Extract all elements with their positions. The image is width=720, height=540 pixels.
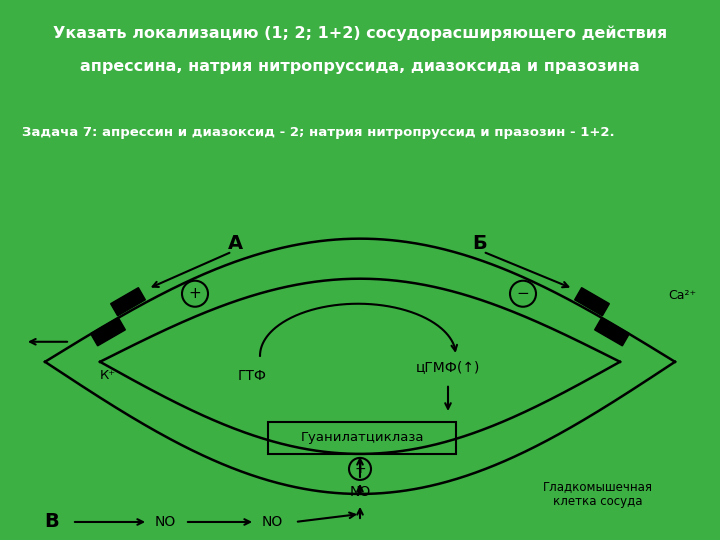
Text: NO: NO (349, 485, 371, 499)
Text: +: + (354, 462, 366, 476)
Bar (575, 288, 609, 316)
Text: +: + (189, 286, 202, 301)
Text: В: В (45, 512, 59, 531)
Bar (91, 318, 125, 346)
Text: NO: NO (154, 515, 176, 529)
Text: Гладкомышечная
клетка сосуда: Гладкомышечная клетка сосуда (543, 480, 653, 508)
Text: цГМФ(↑): цГМФ(↑) (416, 360, 480, 374)
Bar (111, 288, 145, 316)
Text: Б: Б (472, 234, 487, 253)
Text: ГТФ: ГТФ (238, 369, 266, 383)
Text: Ca²⁺: Ca²⁺ (668, 289, 696, 302)
Text: Указать локализацию (1; 2; 1+2) сосудорасширяющего действия: Указать локализацию (1; 2; 1+2) сосудора… (53, 25, 667, 41)
Text: NO: NO (261, 515, 283, 529)
Text: А: А (228, 234, 243, 253)
Text: Гуанилатциклаза: Гуанилатциклаза (300, 431, 424, 444)
Text: −: − (517, 286, 529, 301)
Text: К⁺: К⁺ (100, 369, 116, 382)
Text: Задача 7: апрессин и диазоксид - 2; натрия нитропруссид и празозин - 1+2.: Задача 7: апрессин и диазоксид - 2; натр… (22, 126, 614, 139)
Bar (595, 318, 629, 346)
Bar (268, 422, 456, 454)
Text: апрессина, натрия нитропруссида, диазоксида и празозина: апрессина, натрия нитропруссида, диазокс… (80, 59, 640, 73)
